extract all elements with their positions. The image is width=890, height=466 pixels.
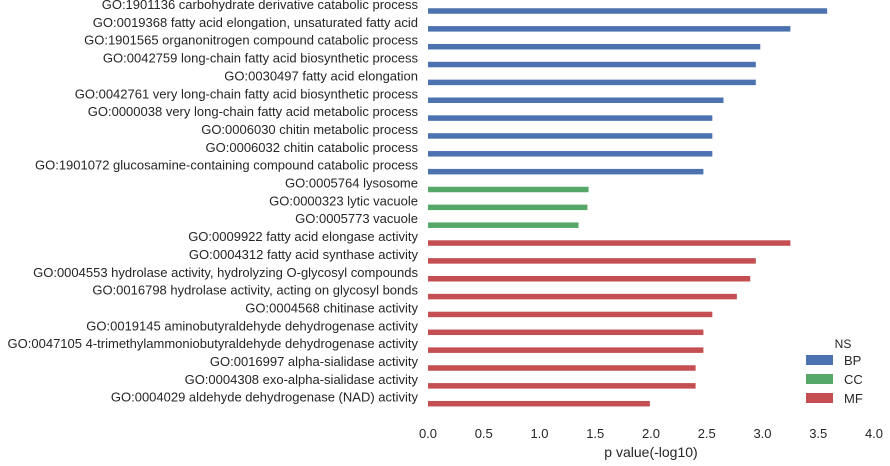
bar-13 [428,240,791,246]
bar-10 [428,186,589,193]
x-tick-label-0: 0.0 [419,426,437,441]
category-label-6: GO:0000038 very long-chain fatty acid me… [88,104,419,119]
bar-1 [428,26,791,32]
bar-6 [428,115,713,121]
category-label-1: GO:0019368 fatty acid elongation, unsatu… [93,15,418,30]
category-label-9: GO:1901072 glucosamine-containing compou… [35,158,419,173]
x-tick-label-7: 3.5 [809,426,827,441]
category-label-22: GO:0004029 aldehyde dehydrogenase (NAD) … [111,390,419,405]
bar-12 [428,222,579,228]
legend-label-mf: MF [844,391,863,406]
category-label-15: GO:0004553 hydrolase activity, hydrolyzi… [33,265,418,280]
category-label-12: GO:0005773 vacuole [295,211,418,226]
x-axis-ticks: 0.0 0.5 1.0 1.5 2.0 2.5 3.0 3.5 4.0 [419,426,883,441]
legend-label-cc: CC [844,372,863,387]
bars-group [428,8,828,407]
legend-swatch-bp [806,355,833,365]
bar-8 [428,151,713,157]
bar-3 [428,61,756,68]
bar-19 [428,347,704,353]
bar-7 [428,133,713,139]
category-label-8: GO:0006032 chitin catabolic process [206,140,419,155]
bar-17 [428,311,713,318]
category-label-20: GO:0016997 alpha-sialidase activity [210,354,419,369]
category-label-16: GO:0016798 hydrolase activity, acting on… [92,283,418,298]
bar-11 [428,204,588,211]
x-tick-label-2: 1.0 [530,426,548,441]
bar-0 [428,8,828,14]
legend: NS BP CC MF [806,337,863,406]
category-label-7: GO:0006030 chitin metabolic process [201,122,418,137]
bar-9 [428,168,704,175]
category-label-13: GO:0009922 fatty acid elongase activity [188,229,418,244]
bar-15 [428,276,751,282]
category-label-2: GO:1901565 organonitrogen compound catab… [84,33,418,48]
bar-2 [428,43,761,50]
category-label-11: GO:0000323 lytic vacuole [269,193,418,208]
bar-16 [428,293,737,300]
category-label-3: GO:0042759 long-chain fatty acid biosynt… [103,51,419,66]
bar-5 [428,97,724,103]
x-tick-label-1: 0.5 [475,426,493,441]
bar-14 [428,258,756,264]
category-label-19: GO:0047105 4-trimethylammoniobutyraldehy… [8,336,419,351]
category-label-17: GO:0004568 chitinase activity [245,300,418,315]
x-tick-label-8: 4.0 [865,426,883,441]
bar-18 [428,329,704,336]
category-label-0: GO:1901136 carbohydrate derivative catab… [102,0,419,12]
x-tick-label-5: 2.5 [698,426,716,441]
x-tick-label-3: 1.5 [586,426,604,441]
category-label-5: GO:0042761 very long-chain fatty acid bi… [75,86,419,101]
bar-20 [428,365,696,371]
bar-4 [428,79,756,86]
legend-title: NS [835,337,852,351]
category-label-21: GO:0004308 exo-alpha-sialidase activity [185,372,419,387]
category-label-10: GO:0005764 lysosome [285,176,418,191]
category-labels: GO:1901136 carbohydrate derivative catab… [8,0,419,405]
legend-label-bp: BP [844,353,861,368]
x-tick-label-6: 3.0 [753,426,771,441]
legend-swatch-cc [806,374,833,384]
category-label-14: GO:0004312 fatty acid synthase activity [189,247,419,262]
category-label-18: GO:0019145 aminobutyraldehyde dehydrogen… [86,318,418,333]
bar-22 [428,400,650,407]
x-axis-title: p value(-log10) [604,444,697,460]
x-tick-label-4: 2.0 [642,426,660,441]
category-label-4: GO:0030497 fatty acid elongation [224,68,418,83]
bar-21 [428,383,696,389]
legend-swatch-mf [806,393,833,403]
